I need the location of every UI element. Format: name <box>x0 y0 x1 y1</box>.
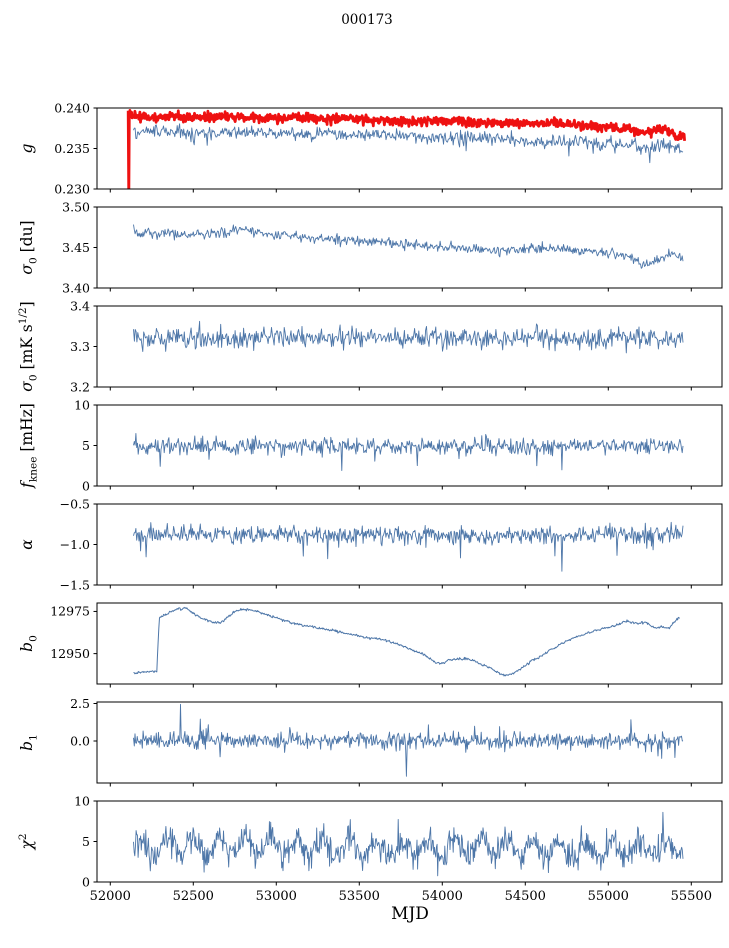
sigma0_mks-ytick-label: 3.4 <box>70 298 90 313</box>
b0-ytick-label: 12950 <box>50 646 90 661</box>
x-tick-label: 52000 <box>90 889 131 904</box>
panel-b0: 12950 12975 b0 <box>18 602 723 688</box>
sigma0_du-ytick-label: 3.45 <box>62 240 90 255</box>
b0-ylabel: b0 <box>18 635 40 652</box>
alpha-ytick-label: −0.5 <box>60 496 90 511</box>
sigma0_mks-series-0 <box>133 320 684 354</box>
fknee-ytick-label: 10 <box>74 397 90 412</box>
alpha-frame <box>96 503 723 586</box>
alpha-ylabel: α <box>18 539 36 550</box>
x-tick-label: 54000 <box>422 889 463 904</box>
chi2-ytick-label: 5 <box>82 834 90 849</box>
sigma0_du-series-0 <box>133 224 684 269</box>
sigma0_du-ytick-label: 3.50 <box>62 199 90 214</box>
b0-frame <box>96 602 723 685</box>
fknee-ytick-label: 0 <box>82 478 90 493</box>
sigma0_du-ylabel: σ0 [du] <box>18 220 40 274</box>
x-tick-label: 55000 <box>588 889 629 904</box>
x-tick-label: 55500 <box>671 889 712 904</box>
x-tick-label: 54500 <box>505 889 546 904</box>
sigma0_mks-frame <box>96 305 723 388</box>
panel-fknee: 0 5 10 fknee [mHz] <box>18 397 723 493</box>
panel-g: 0.230 0.235 0.240 g <box>18 100 723 196</box>
panel-chi2: 0 5 10 52000 52500 53000 53500 54000 54500 55000 5… <box>17 793 723 904</box>
sigma0_du-ytick-label: 3.40 <box>62 280 90 295</box>
g-ylabel: g <box>18 143 36 153</box>
alpha-ytick-label: −1.0 <box>60 537 90 552</box>
chi2-ytick-label: 10 <box>74 793 90 808</box>
panel-b1: 0.0 2.5 b1 <box>18 696 723 787</box>
chi2-ylabel: χ2 <box>17 833 36 850</box>
figure-title: 000173 <box>341 12 393 28</box>
g-ytick-label: 0.235 <box>54 141 90 156</box>
b0-series-0 <box>133 606 681 677</box>
fknee-ylabel: fknee [mHz] <box>18 403 40 489</box>
g-ytick-label: 0.240 <box>54 100 90 115</box>
b1-frame <box>96 701 723 784</box>
sigma0_mks-ytick-label: 3.2 <box>70 379 90 394</box>
sigma0_du-frame <box>96 206 723 289</box>
panel-sigma0_mks: 3.2 3.3 3.4 σ0 [mK s1/2] <box>17 298 723 394</box>
fknee-series-0 <box>133 433 684 471</box>
b0-ytick-label: 12975 <box>50 604 90 619</box>
chi2-series-0 <box>133 811 684 877</box>
x-axis-label: MJD <box>391 904 429 924</box>
fknee-ytick-label: 5 <box>82 438 90 453</box>
sigma0_mks-ytick-label: 3.3 <box>70 339 90 354</box>
alpha-ytick-label: −1.5 <box>60 577 90 592</box>
b1-ytick-label: 2.5 <box>70 696 90 711</box>
panel-sigma0_du: 3.40 3.45 3.50 σ0 [du] <box>18 199 723 295</box>
panel-alpha: −1.5 −1.0 −0.5 α <box>18 496 723 592</box>
x-tick-label: 53000 <box>256 889 297 904</box>
g-series-0 <box>133 123 684 164</box>
sigma0_mks-ylabel: σ0 [mK s1/2] <box>17 301 40 391</box>
chi2-ytick-label: 0 <box>82 874 90 889</box>
b1-ytick-label: 0.0 <box>70 733 90 748</box>
alpha-series-0 <box>133 521 684 572</box>
x-tick-label: 52500 <box>173 889 214 904</box>
b1-series-0 <box>133 703 684 777</box>
b1-ylabel: b1 <box>18 734 40 751</box>
x-tick-label: 53500 <box>339 889 380 904</box>
g-series-1 <box>126 109 686 189</box>
g-ytick-label: 0.230 <box>54 181 90 196</box>
